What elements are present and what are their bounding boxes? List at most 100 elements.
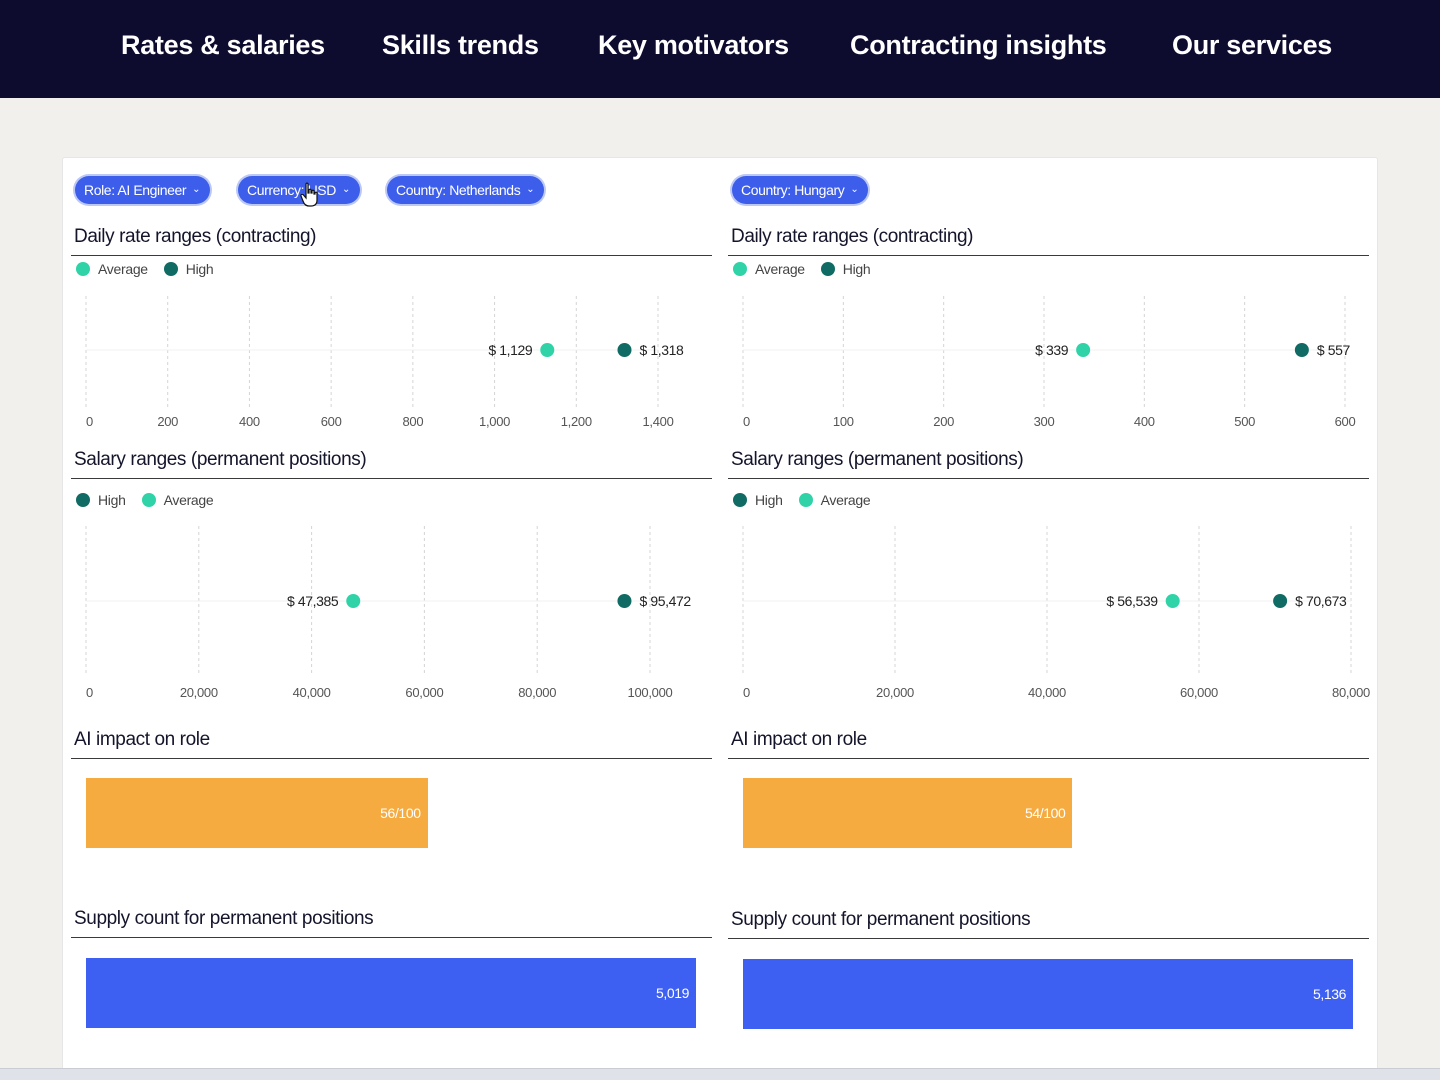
legend-average-dot [141,493,156,507]
country-filter-right-label: Country: Hungary [741,182,845,198]
average-point[interactable] [1165,594,1180,608]
role-filter-dropdown[interactable]: Role: AI Engineer ⌄ [75,176,211,204]
high-point[interactable] [1273,594,1288,608]
left-daily-rate-chart: 0 200 400 600 800 1,000 1,200 1,400 $ 1,129 $ 1,3… [85,296,684,429]
tick-label: 1,000 [479,414,510,429]
tick-label: 80,000 [518,685,556,700]
legend-average-dot [76,262,90,276]
left-salary-chart: 0 20,000 40,000 60,000 80,000 100,000 $ 47,385… [85,526,692,700]
high-value-label: $ 1,318 [639,342,684,358]
tick-label: 200 [933,414,954,429]
high-point[interactable] [1294,343,1309,357]
right-salary-chart: 0 20,000 40,000 60,000 80,000 $ 56,539 $ 70,67… [742,526,1370,700]
hand-cursor-icon [300,182,318,207]
legend-high-label: High [755,492,783,508]
high-point[interactable] [617,343,632,357]
tick-label: 300 [1034,414,1055,429]
legend-average-label: Average [98,261,148,277]
tick-label: 200 [157,414,178,429]
tick-label: 40,000 [293,685,331,700]
left-supply-value: 5,019 [655,985,689,1001]
legend-high-label: High [185,261,214,277]
tick-label: 0 [86,414,93,429]
right-ai-impact-heading: AI impact on role [728,727,1369,759]
left-daily-rate-heading: Daily rate ranges (contracting) [71,224,712,256]
legend-high-label: High [98,492,126,508]
tick-label: 20,000 [180,685,218,700]
tick-label: 400 [1134,414,1155,429]
right-supply-bar: 5,136 [743,959,1353,1029]
legend-average-label: Average [755,261,805,277]
country-filter-left-dropdown[interactable]: Country: Netherlands ⌄ [387,176,545,204]
right-ai-impact-bar: 54/100 [743,778,1073,848]
left-ai-impact-heading: AI impact on role [71,727,712,759]
legend-average-label: Average [820,492,871,508]
left-ai-impact-bar: 56/100 [86,778,428,848]
average-value-label: $ 56,539 [1106,593,1158,609]
chevron-down-icon: ⌄ [192,183,201,195]
right-supply-heading: Supply count for permanent positions [728,907,1369,939]
left-daily-legend: Average High [76,261,229,277]
comparison-card [62,157,1378,1077]
currency-filter-dropdown[interactable]: Currency: USD ⌄ [238,176,360,204]
legend-high-dot [163,262,178,276]
average-point[interactable] [1076,343,1091,357]
legend-average-label: Average [163,492,214,508]
nav-rates-salaries[interactable]: Rates & salaries [121,30,325,60]
average-value-label: $ 47,385 [287,593,339,609]
role-filter-label: Role: AI Engineer [84,182,187,198]
high-value-label: $ 70,673 [1295,593,1347,609]
nav-skills-trends[interactable]: Skills trends [382,30,539,60]
currency-filter-label: Currency: USD [247,182,336,198]
legend-high-dot [76,493,90,507]
average-value-label: $ 339 [1035,342,1069,358]
tick-label: 60,000 [405,685,443,700]
average-point[interactable] [346,594,361,608]
tick-label: 0 [743,414,750,429]
nav-our-services[interactable]: Our services [1172,30,1333,60]
tick-label: 500 [1234,414,1255,429]
right-salary-heading: Salary ranges (permanent positions) [728,447,1369,479]
right-daily-rate-heading: Daily rate ranges (contracting) [728,224,1369,256]
tick-label: 1,200 [561,414,592,429]
high-point[interactable] [617,594,632,608]
country-filter-left-label: Country: Netherlands [396,182,521,198]
right-daily-rate-chart: 0 100 200 300 400 500 600 $ 339 $ 557 [742,296,1356,429]
right-daily-legend: Average High [733,261,886,277]
tick-label: 0 [743,685,750,700]
left-salary-heading: Salary ranges (permanent positions) [71,447,712,479]
right-salary-legend: High Average [733,492,886,508]
top-navigation: Rates & salaries Skills trends Key motiv… [0,0,1440,98]
right-ai-impact-value: 54/100 [1024,805,1066,821]
left-ai-impact-value: 56/100 [380,805,421,821]
left-salary-legend: High Average [76,492,229,508]
tick-label: 20,000 [876,685,914,700]
tick-label: 0 [86,685,93,700]
chevron-down-icon: ⌄ [850,183,859,195]
average-value-label: $ 1,129 [488,342,533,358]
chevron-down-icon: ⌄ [526,183,535,195]
legend-high-label: High [842,261,871,277]
tick-label: 400 [239,414,260,429]
right-supply-value: 5,136 [1312,986,1346,1002]
tick-label: 600 [1335,414,1356,429]
legend-high-dot [733,493,747,507]
tick-label: 1,400 [642,414,673,429]
nav-contracting-insights[interactable]: Contracting insights [850,30,1107,60]
country-filter-right-dropdown[interactable]: Country: Hungary ⌄ [732,176,869,204]
left-supply-bar: 5,019 [86,958,696,1028]
average-point[interactable] [540,343,555,357]
tick-label: 80,000 [1332,685,1370,700]
browser-bottom-bar [0,1068,1440,1080]
legend-average-dot [733,262,747,276]
chevron-down-icon: ⌄ [341,183,350,195]
tick-label: 800 [402,414,423,429]
tick-label: 40,000 [1028,685,1066,700]
legend-average-dot [798,493,813,507]
left-supply-heading: Supply count for permanent positions [71,906,712,938]
tick-label: 60,000 [1180,685,1218,700]
legend-high-dot [820,262,835,276]
tick-label: 600 [321,414,342,429]
high-value-label: $ 95,472 [639,593,691,609]
nav-key-motivators[interactable]: Key motivators [598,30,789,60]
